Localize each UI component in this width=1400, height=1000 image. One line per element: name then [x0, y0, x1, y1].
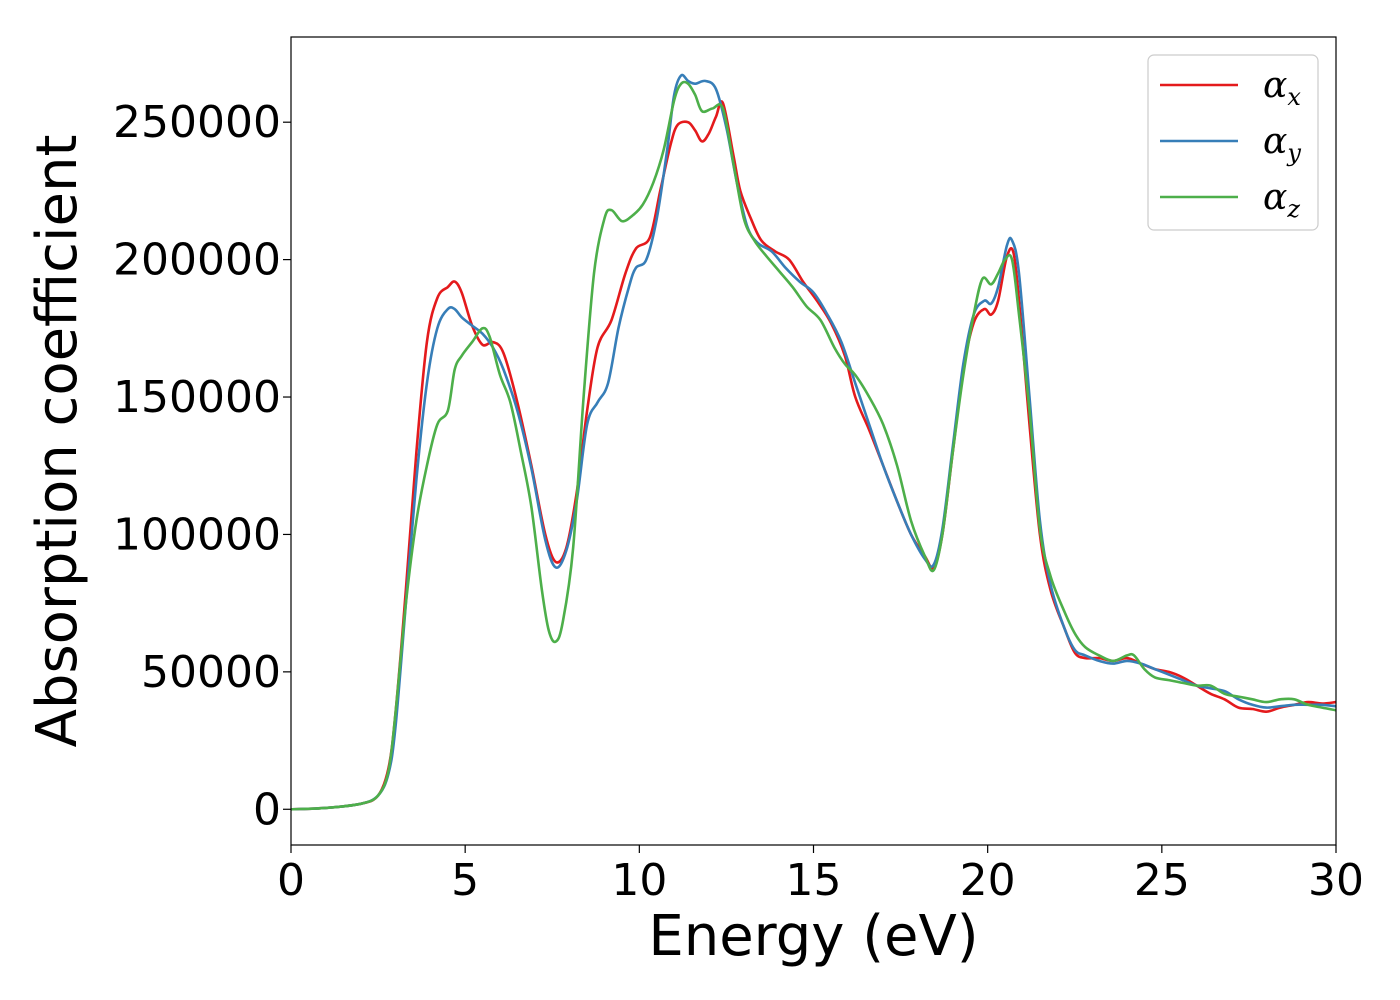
- x-tick-label: 15: [786, 855, 842, 906]
- x-tick-label: 25: [1134, 855, 1190, 906]
- y-tick-label: 250000: [113, 97, 281, 148]
- y-axis: 0 50000 100000 150000 200000 250000: [113, 97, 291, 835]
- x-tick-label: 20: [960, 855, 1016, 906]
- legend-label-alpha-x: αx: [1263, 65, 1301, 111]
- legend-box: [1147, 54, 1319, 231]
- y-tick-label: 100000: [113, 509, 281, 560]
- y-axis-label: Absorption coefficient: [25, 135, 90, 748]
- legend: αx αy αz: [1147, 54, 1319, 231]
- x-tick-label: 0: [277, 855, 305, 906]
- y-tick-label: 200000: [113, 235, 281, 286]
- y-tick-label: 0: [253, 784, 281, 835]
- series-line-alpha-y: [291, 73, 1336, 811]
- legend-label-alpha-z: αz: [1263, 177, 1300, 223]
- y-tick-label: 150000: [113, 372, 281, 423]
- x-axis: 0 5 10 15 20 25 30: [277, 845, 1364, 906]
- legend-label-alpha-y: αy: [1263, 121, 1301, 167]
- y-tick-label: 50000: [141, 647, 281, 698]
- x-tick-label: 5: [451, 855, 479, 906]
- series-line-alpha-z: [291, 80, 1336, 811]
- x-axis-label: Energy (eV): [648, 904, 978, 969]
- x-tick-label: 10: [611, 855, 667, 906]
- x-tick-label: 30: [1308, 855, 1364, 906]
- series-line-alpha-x: [291, 100, 1336, 811]
